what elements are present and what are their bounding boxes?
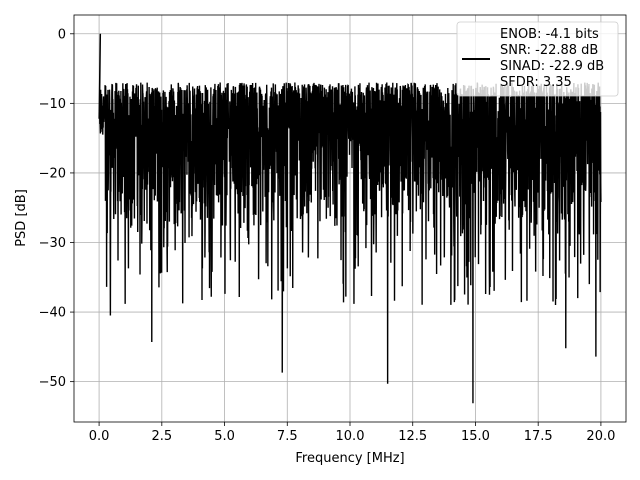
legend-box <box>456 21 619 97</box>
x-tick-label: 0.0 <box>89 429 110 444</box>
x-tick-label: 10.0 <box>336 429 365 444</box>
legend-enob: ENOB: -4.1 bits <box>500 27 599 42</box>
x-tick-label: 20.0 <box>586 429 615 444</box>
legend-sfdr: SFDR: 3.35 <box>500 75 572 90</box>
y-tick-label: −50 <box>39 375 66 390</box>
x-tick-label: 5.0 <box>214 429 235 444</box>
x-tick-label: 2.5 <box>151 429 172 444</box>
legend-snr: SNR: -22.88 dB <box>500 43 598 58</box>
psd-series-line <box>98 33 602 404</box>
x-tick-label: 17.5 <box>524 429 553 444</box>
legend-sinad: SINAD: -22.9 dB <box>500 59 604 74</box>
x-tick-label: 12.5 <box>398 429 427 444</box>
y-tick-label: −30 <box>39 236 66 251</box>
x-axis-label: Frequency [MHz] <box>295 451 404 466</box>
y-tick-label: −10 <box>39 97 66 112</box>
x-tick-label: 15.0 <box>461 429 490 444</box>
x-tick-label: 7.5 <box>277 429 298 444</box>
y-tick-label: 0 <box>58 27 66 42</box>
y-tick-label: −20 <box>39 166 66 181</box>
y-tick-label: −40 <box>39 306 66 321</box>
legend: ENOB: -4.1 bits SNR: -22.88 dB SINAD: -2… <box>456 21 619 97</box>
y-axis-label: PSD [dB] <box>14 189 29 247</box>
